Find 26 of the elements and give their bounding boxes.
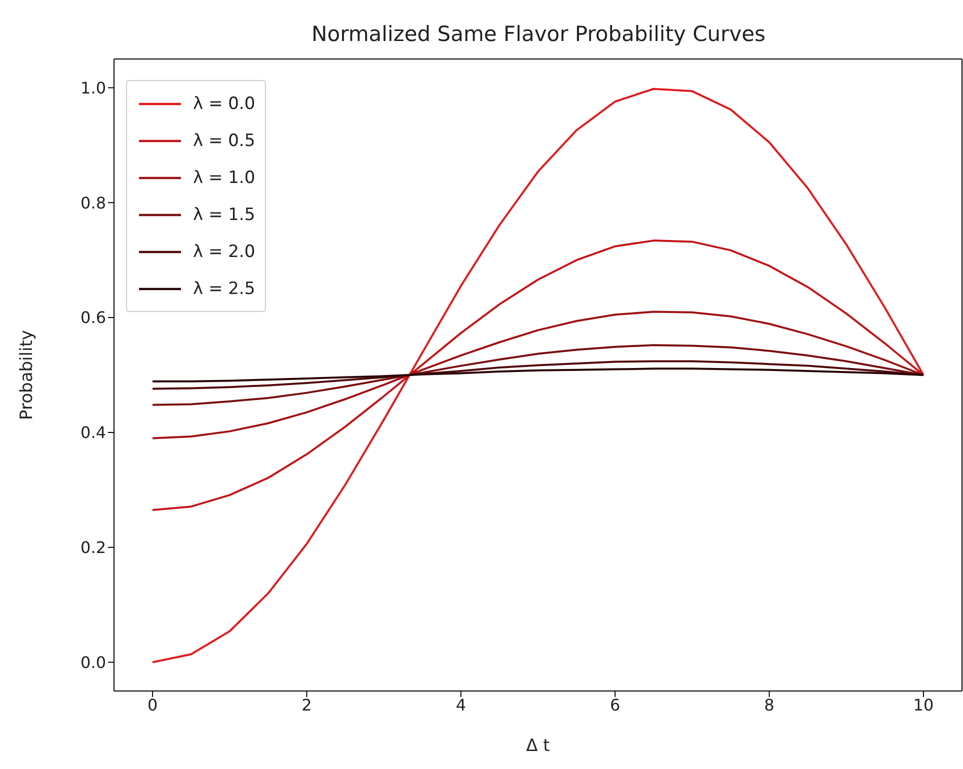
x-tick-label: 8: [764, 695, 774, 714]
x-tick-label: 4: [456, 695, 466, 714]
y-tick-label: 0.8: [80, 193, 106, 212]
y-axis-title: Probability: [17, 330, 38, 420]
x-axis-title: Δ t: [526, 736, 550, 756]
x-tick-label: 10: [913, 695, 934, 714]
x-tick-label: 2: [302, 695, 312, 714]
legend-label: λ = 0.0: [193, 94, 256, 114]
chart-title: Normalized Same Flavor Probability Curves: [310, 22, 766, 46]
line-series: [152, 310, 924, 440]
line-series: [152, 88, 924, 664]
y-tick-label: 0.6: [80, 308, 106, 328]
legend-label: λ = 2.5: [193, 278, 256, 298]
legend-label: λ = 2.0: [193, 242, 256, 262]
x-tick-label: 6: [610, 695, 620, 714]
line-series: [152, 368, 924, 382]
line-series: [152, 344, 924, 406]
legend-label: λ = 1.5: [193, 204, 256, 224]
y-tick-label: 0.0: [80, 652, 106, 672]
x-tick-label: 0: [147, 695, 158, 714]
line-series: [152, 240, 924, 512]
y-tick-label: 0.2: [80, 538, 106, 558]
y-tick-label: 1.0: [80, 78, 106, 98]
legend-label: λ = 1.0: [193, 168, 256, 188]
y-tick-label: 0.4: [80, 423, 106, 442]
legend-label: λ = 0.5: [193, 130, 256, 150]
